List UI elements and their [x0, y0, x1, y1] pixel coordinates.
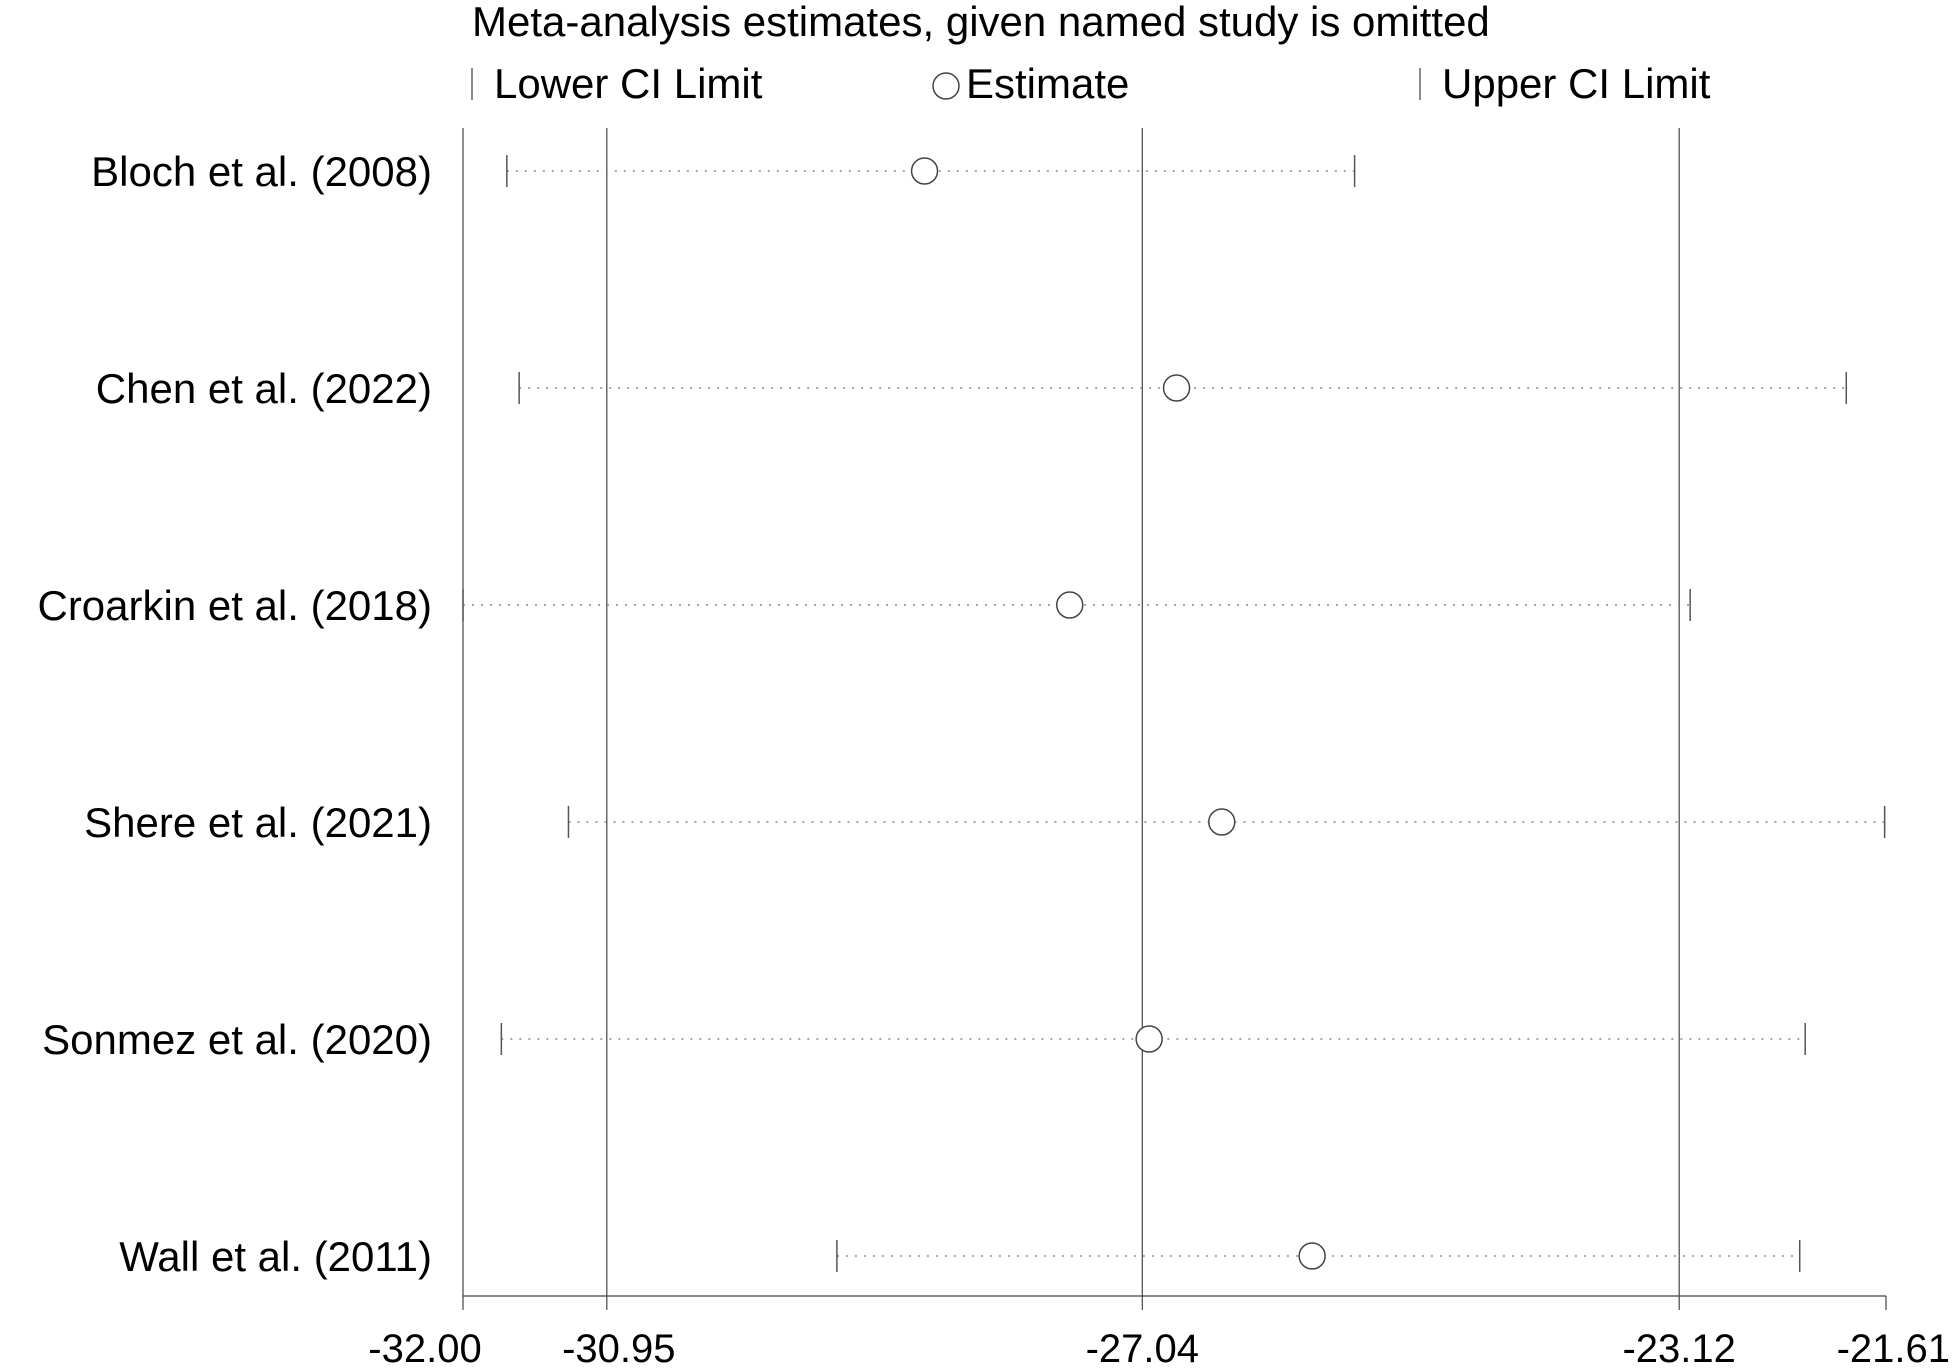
- study-label: Bloch et al. (2008): [91, 148, 432, 195]
- x-tick-label: -21.61: [1837, 1327, 1950, 1368]
- estimate-marker: [1208, 808, 1236, 836]
- study-row: Sonmez et al. (2020): [42, 1016, 1806, 1063]
- x-tick-label: -30.95: [562, 1327, 675, 1368]
- estimate-marker: [1135, 1025, 1163, 1053]
- x-tick-label: -23.12: [1622, 1327, 1735, 1368]
- study-label: Wall et al. (2011): [119, 1233, 432, 1280]
- legend-estimate-label: Estimate: [966, 60, 1129, 107]
- x-axis-ticks: -32.00 -30.95 -27.04 -23.12 -21.61: [368, 1296, 1950, 1368]
- study-label: Shere et al. (2021): [84, 799, 432, 846]
- legend-estimate-marker: [932, 72, 960, 100]
- x-tick-label: -27.04: [1086, 1327, 1199, 1368]
- legend-lower-label: Lower CI Limit: [494, 60, 763, 107]
- study-label: Croarkin et al. (2018): [37, 582, 432, 629]
- study-label: Chen et al. (2022): [96, 365, 432, 412]
- estimate-marker: [910, 157, 939, 185]
- estimate-marker: [1162, 374, 1191, 402]
- study-row: Wall et al. (2011): [119, 1233, 1801, 1280]
- study-row: Shere et al. (2021): [84, 799, 1886, 846]
- study-label: Sonmez et al. (2020): [42, 1016, 432, 1063]
- study-row: Croarkin et al. (2018): [37, 582, 1691, 629]
- study-row: Chen et al. (2022): [96, 365, 1848, 412]
- chart-title: Meta-analysis estimates, given named stu…: [472, 0, 1490, 45]
- legend-upper-label: Upper CI Limit: [1442, 60, 1711, 107]
- study-row: Bloch et al. (2008): [91, 148, 1356, 195]
- estimate-marker: [1298, 1242, 1326, 1270]
- legend: Lower CI Limit Estimate Upper CI Limit: [471, 60, 1711, 107]
- reference-lines: [606, 128, 1680, 1296]
- x-tick-label: -32.00: [368, 1327, 481, 1368]
- plot-area: -32.00 -30.95 -27.04 -23.12 -21.61 Bloch et …: [37, 128, 1950, 1368]
- study-rows: Bloch et al. (2008) Chen et al. (2022) Cro…: [37, 148, 1886, 1280]
- estimate-marker: [1055, 591, 1084, 619]
